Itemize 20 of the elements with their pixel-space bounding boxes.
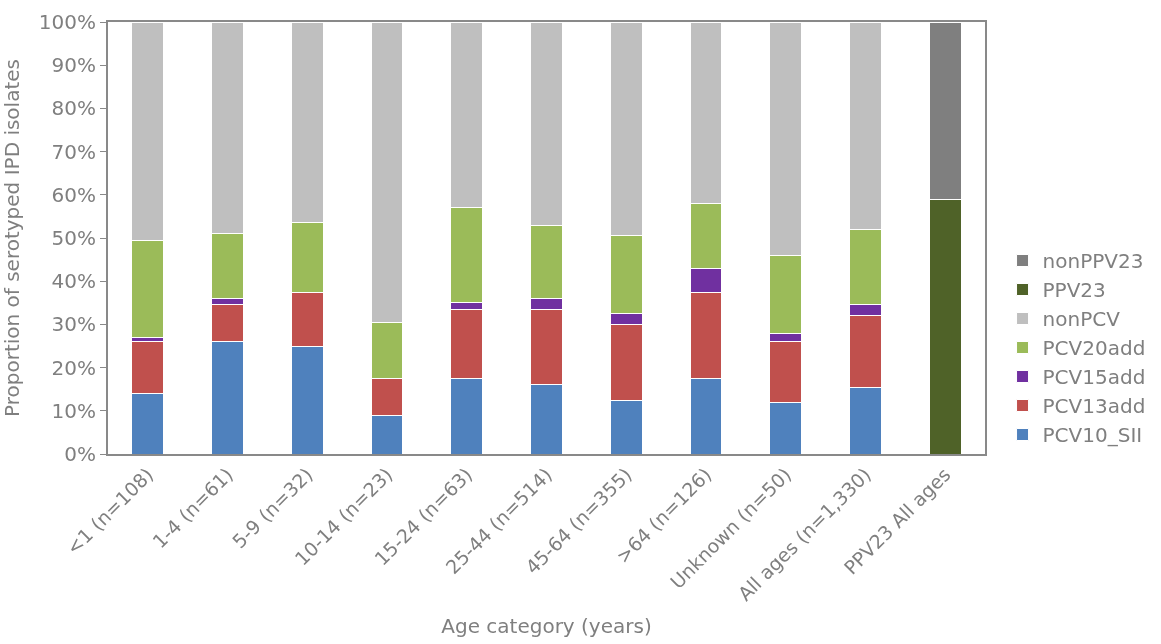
- y-tick-label: 80%: [51, 96, 96, 121]
- y-tick-label: 20%: [51, 355, 96, 380]
- y-tick-label: 100%: [38, 10, 96, 34]
- legend-label: PCV15add: [1042, 365, 1146, 390]
- y-tick-label: 90%: [51, 53, 96, 78]
- y-tick-label: 70%: [51, 139, 96, 164]
- legend-label: nonPPV23: [1042, 249, 1144, 274]
- legend-label: PPV23: [1042, 278, 1106, 303]
- y-tick-label: 40%: [51, 269, 96, 294]
- y-tick-label: 50%: [51, 226, 96, 250]
- legend-label: nonPCV: [1042, 307, 1121, 332]
- y-tick-label: 10%: [51, 398, 96, 423]
- y-axis-title: Proportion of serotyped IPD isolates: [0, 59, 24, 417]
- legend-label: PCV20add: [1042, 336, 1146, 361]
- legend-label: PCV10_SII: [1042, 423, 1143, 448]
- legend-label: PCV13add: [1042, 394, 1146, 419]
- y-tick-label: 0%: [64, 442, 96, 466]
- y-tick-label: 60%: [51, 182, 96, 207]
- y-tick-label: 30%: [51, 312, 96, 337]
- x-axis-title: Age category (years): [441, 613, 652, 638]
